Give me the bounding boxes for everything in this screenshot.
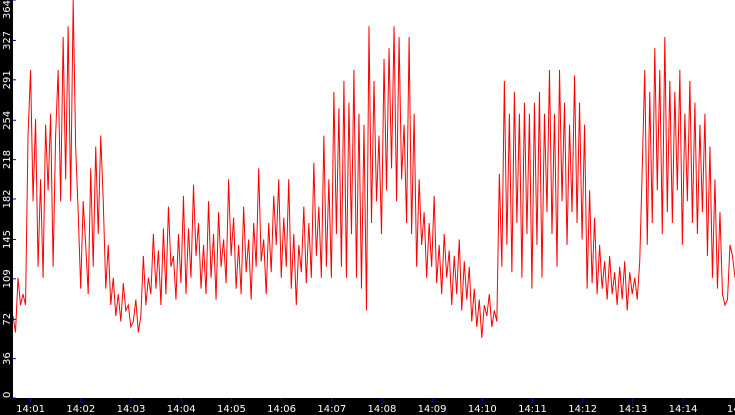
y-tick-label: 0 <box>2 392 13 398</box>
x-axis: 14:01 14:02 14:03 14:04 14:05 14:06 14:07 14:08… <box>16 398 735 415</box>
x-tick-label: 14:11 <box>518 404 547 415</box>
y-tick-label: 72 <box>2 313 13 326</box>
y-tick-label: 36 <box>2 352 13 365</box>
y-tick-label: 254 <box>2 111 13 130</box>
y-axis: 0 36 72 109 145 182 218 254 291 327 364 <box>2 0 16 399</box>
x-tick-label: 14:05 <box>217 404 246 415</box>
x-tick-label: 14:07 <box>317 404 346 415</box>
y-tick-label: 327 <box>2 31 13 50</box>
x-tick-label: 14:03 <box>117 404 146 415</box>
series-line-0 <box>12 0 735 338</box>
x-tick-label: 14:12 <box>568 404 597 415</box>
x-tick-label: 14:01 <box>16 404 45 415</box>
x-tick-label: 14:06 <box>267 404 296 415</box>
y-tick-label: 364 <box>2 0 13 19</box>
x-tick-label: 14:04 <box>167 404 196 415</box>
y-tick-label: 291 <box>2 70 13 89</box>
x-tick-label: 14:09 <box>418 404 447 415</box>
y-axis-bar <box>0 0 13 415</box>
x-tick-label: 14:10 <box>468 404 497 415</box>
plot-area <box>12 0 735 338</box>
x-tick-label: 14:14 <box>669 404 698 415</box>
y-tick-label: 145 <box>2 230 13 249</box>
x-axis-bar <box>0 398 735 415</box>
y-tick-label: 182 <box>2 189 13 208</box>
x-tick-label: 14:08 <box>367 404 396 415</box>
x-tick-label: 14:13 <box>618 404 647 415</box>
x-tick-label: 14 <box>727 404 735 415</box>
y-tick-label: 218 <box>2 150 13 169</box>
x-tick-label: 14:02 <box>66 404 95 415</box>
y-tick-label: 109 <box>2 269 13 288</box>
